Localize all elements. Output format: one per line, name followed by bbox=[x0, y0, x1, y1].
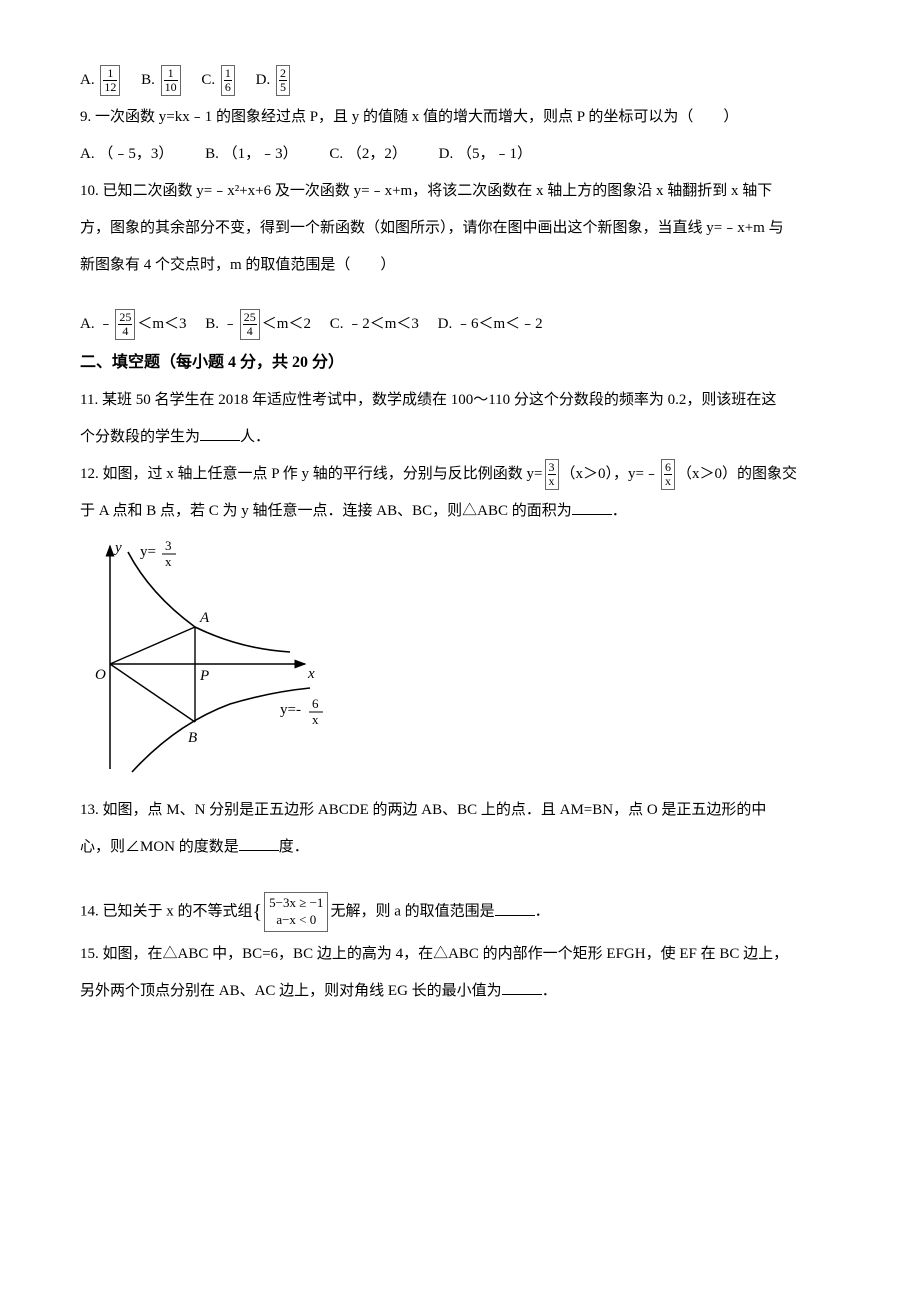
q8-C-frac: 16 bbox=[221, 65, 235, 96]
q14: 14. 已知关于 x 的不等式组{5−3x ≥ −1a−x < 0无解，则 a … bbox=[80, 890, 840, 934]
q10-B-post: ＜m＜2 bbox=[262, 316, 311, 332]
svg-text:A: A bbox=[199, 610, 210, 626]
svg-text:3: 3 bbox=[165, 538, 172, 553]
q15-line2: 另外两个顶点分别在 AB、AC 边上，则对角线 EG 长的最小值为 ． bbox=[80, 975, 840, 1008]
q14-mid: 无解，则 a 的取值范围是 bbox=[330, 904, 494, 920]
q15-line2-post: ． bbox=[542, 983, 557, 999]
q12-line2-post: ． bbox=[612, 503, 627, 519]
q10-D: D. ﹣6＜m＜﹣2 bbox=[438, 316, 543, 332]
q11-line1: 11. 某班 50 名学生在 2018 年适应性考试中，数学成绩在 100～11… bbox=[80, 384, 840, 417]
q13-blank bbox=[239, 835, 279, 851]
q9-B: B. （1，﹣3） bbox=[205, 146, 298, 162]
q12-pre: 12. 如图，过 x 轴上任意一点 P 作 y 轴的平行线，分别与反比例函数 y… bbox=[80, 466, 543, 482]
q9-stem: 9. 一次函数 y=kx﹣1 的图象经过点 P，且 y 的值随 x 值的增大而增… bbox=[80, 101, 840, 134]
q12-frac2: 6x bbox=[661, 459, 675, 490]
q11-line2-post: 人． bbox=[240, 429, 270, 445]
q15-line2-pre: 另外两个顶点分别在 AB、AC 边上，则对角线 EG 长的最小值为 bbox=[80, 983, 502, 999]
q8-D-frac: 25 bbox=[276, 65, 290, 96]
q13-line2-post: 度． bbox=[279, 839, 309, 855]
q12-line2: 于 A 点和 B 点，若 C 为 y 轴任意一点．连接 AB、BC，则△ABC … bbox=[80, 495, 840, 528]
q10-B-pre: B. ﹣ bbox=[205, 316, 238, 332]
q8-D-label: D. bbox=[256, 72, 271, 88]
svg-text:P: P bbox=[199, 668, 209, 684]
q13-line1: 13. 如图，点 M、N 分别是正五边形 ABCDE 的两边 AB、BC 上的点… bbox=[80, 794, 840, 827]
q9-A: A. （﹣5，3） bbox=[80, 146, 173, 162]
q15-line1: 15. 如图，在△ABC 中，BC=6，BC 边上的高为 4，在△ABC 的内部… bbox=[80, 938, 840, 971]
q12-blank bbox=[572, 499, 612, 515]
q8-B-frac: 110 bbox=[161, 65, 181, 96]
q14-post: ． bbox=[535, 904, 550, 920]
q11-line2-pre: 个分数段的学生为 bbox=[80, 429, 200, 445]
q9-C: C. （2，2） bbox=[329, 146, 407, 162]
q12-frac1: 3x bbox=[545, 459, 559, 490]
q15-blank bbox=[502, 979, 542, 995]
q14-row1: 5−3x ≥ −1 bbox=[269, 895, 323, 912]
q10-options: A. ﹣254＜m＜3 B. ﹣254＜m＜2 C. ﹣2＜m＜3 D. ﹣6＜… bbox=[80, 308, 840, 341]
section2-heading: 二、填空题（每小题 4 分，共 20 分） bbox=[80, 345, 840, 380]
q10-B-frac: 254 bbox=[240, 309, 260, 340]
svg-text:6: 6 bbox=[312, 696, 319, 711]
q8-A-label: A. bbox=[80, 72, 95, 88]
q8-B-label: B. bbox=[141, 72, 155, 88]
q12-diagram: O y x A P B y= 3 x y=- 6 x bbox=[80, 534, 340, 784]
q13-line2-pre: 心，则∠MON 的度数是 bbox=[80, 839, 239, 855]
svg-text:y=: y= bbox=[140, 544, 156, 560]
q8-C-label: C. bbox=[201, 72, 215, 88]
q14-blank bbox=[495, 900, 535, 916]
q14-row2: a−x < 0 bbox=[269, 912, 323, 929]
svg-text:x: x bbox=[165, 554, 172, 569]
q11-blank bbox=[200, 425, 240, 441]
q8-A-frac: 112 bbox=[100, 65, 120, 96]
q12-stem: 12. 如图，过 x 轴上任意一点 P 作 y 轴的平行线，分别与反比例函数 y… bbox=[80, 458, 840, 491]
svg-text:x: x bbox=[307, 666, 315, 682]
q10-stem3: 新图象有 4 个交点时，m 的取值范围是（ ） bbox=[80, 249, 840, 282]
q10-C: C. ﹣2＜m＜3 bbox=[330, 316, 419, 332]
svg-text:O: O bbox=[95, 667, 106, 683]
q14-system: 5−3x ≥ −1a−x < 0 bbox=[264, 892, 328, 932]
q11-line2: 个分数段的学生为 人． bbox=[80, 421, 840, 454]
q8-options: A. 112 B. 110 C. 16 D. 25 bbox=[80, 64, 840, 97]
q13-line2: 心，则∠MON 的度数是 度． bbox=[80, 831, 840, 864]
q10-A-pre: A. ﹣ bbox=[80, 316, 113, 332]
q10-A-frac: 254 bbox=[115, 309, 135, 340]
q9-D: D. （5，﹣1） bbox=[439, 146, 532, 162]
q12-line2-pre: 于 A 点和 B 点，若 C 为 y 轴任意一点．连接 AB、BC，则△ABC … bbox=[80, 503, 572, 519]
q10-A-post: ＜m＜3 bbox=[137, 316, 186, 332]
svg-text:y=-: y=- bbox=[280, 702, 301, 718]
q14-pre: 14. 已知关于 x 的不等式组 bbox=[80, 904, 253, 920]
svg-text:x: x bbox=[312, 712, 319, 727]
q12-mid: （x＞0），y=﹣ bbox=[561, 466, 659, 482]
q9-options: A. （﹣5，3） B. （1，﹣3） C. （2，2） D. （5，﹣1） bbox=[80, 138, 840, 171]
q12-post: （x＞0）的图象交 bbox=[677, 466, 797, 482]
q10-stem1: 10. 已知二次函数 y=﹣x²+x+6 及一次函数 y=﹣x+m，将该二次函数… bbox=[80, 175, 840, 208]
svg-text:y: y bbox=[113, 540, 122, 556]
svg-text:B: B bbox=[188, 730, 197, 746]
q10-stem2: 方，图象的其余部分不变，得到一个新函数（如图所示），请你在图中画出这个新图象，当… bbox=[80, 212, 840, 245]
